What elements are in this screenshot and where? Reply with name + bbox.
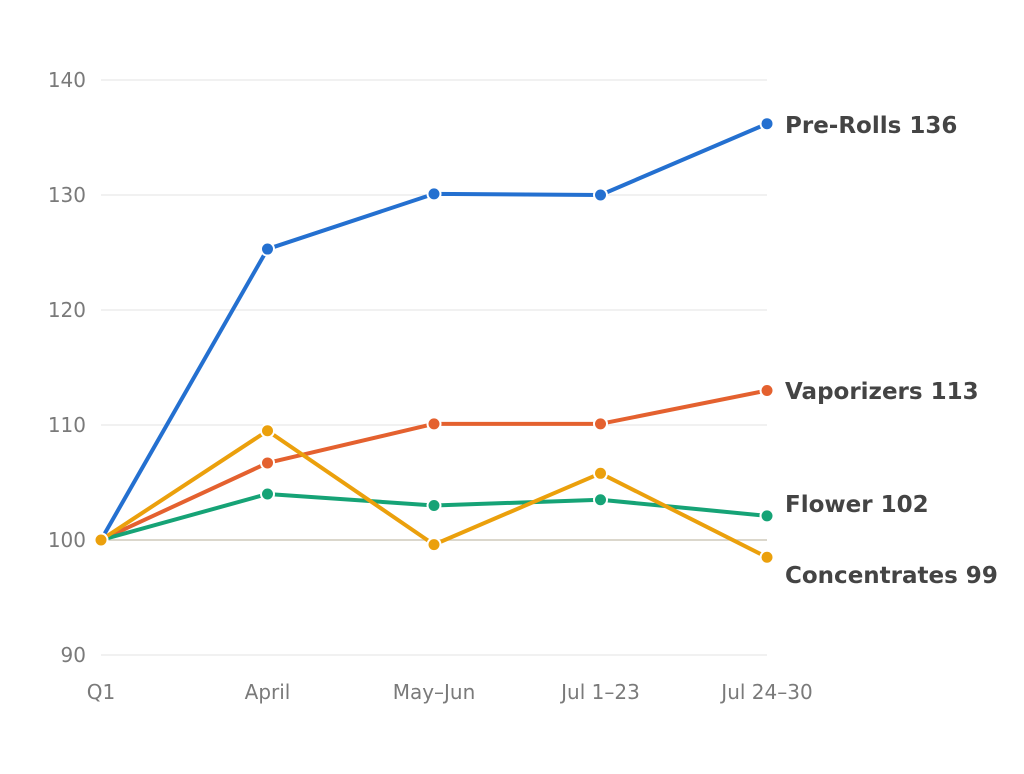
data-point-concentrates [759, 549, 775, 565]
y-tick-label: 130 [48, 183, 86, 207]
data-point-vaporizers [759, 383, 775, 398]
data-point-flower [260, 486, 275, 502]
data-point-vaporizers [426, 416, 442, 432]
end-labels: Pre-Rolls 136 Vaporizers 113 Flower 102 Con… [785, 113, 998, 589]
end-label-flower: Flower 102 [785, 492, 929, 518]
data-point-flower [759, 508, 775, 524]
data-point-pre-rolls [426, 186, 442, 202]
data-point-concentrates [593, 465, 608, 481]
x-tick-label: Jul 1–23 [559, 680, 640, 704]
end-label-concentrates: Concentrates 99 [785, 563, 998, 589]
x-axis-tick-labels: Q1 April May–Jun Jul 1–23 Jul 24–30 [87, 680, 813, 704]
end-label-vaporizers: Vaporizers 113 [785, 379, 979, 405]
data-point-concentrates [93, 532, 109, 548]
y-tick-label: 140 [48, 68, 86, 92]
data-point-pre-rolls [759, 116, 775, 132]
series-pre-rolls [93, 116, 775, 548]
series-concentrates [93, 423, 775, 565]
x-tick-label: Jul 24–30 [719, 680, 812, 704]
end-label-pre-rolls: Pre-Rolls 136 [785, 113, 957, 139]
y-tick-label: 120 [48, 298, 86, 322]
x-tick-label: May–Jun [393, 680, 476, 704]
y-axis-tick-labels: 90 100 110 120 130 140 [48, 68, 86, 667]
y-tick-label: 100 [48, 528, 86, 552]
data-point-flower [426, 498, 442, 513]
y-tick-label: 110 [48, 413, 86, 437]
series-line-pre-rolls [99, 121, 769, 542]
data-point-concentrates [426, 537, 442, 553]
y-tick-label: 90 [61, 643, 86, 667]
data-point-pre-rolls [593, 187, 608, 203]
series-line-vaporizers [99, 388, 769, 542]
x-tick-label: Q1 [87, 680, 115, 704]
data-point-vaporizers [260, 455, 275, 471]
data-point-concentrates [260, 423, 275, 439]
data-point-pre-rolls [260, 241, 275, 257]
series-group [93, 116, 775, 565]
data-point-flower [593, 492, 608, 508]
data-point-vaporizers [593, 416, 608, 432]
x-tick-label: April [245, 680, 291, 704]
series-vaporizers [93, 383, 775, 548]
